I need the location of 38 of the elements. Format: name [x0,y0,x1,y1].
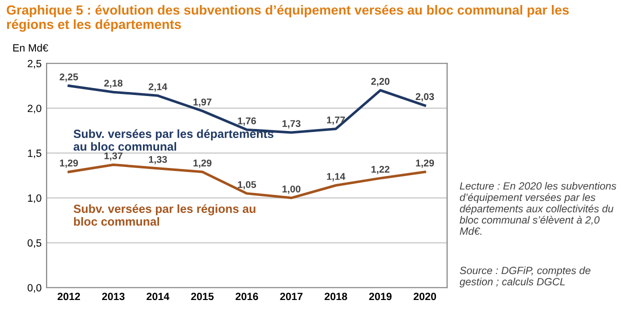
data-label: 1,97 [193,98,212,107]
x-tick-label: 2014 [146,292,170,300]
data-label: 2,14 [148,83,168,92]
y-tick-label: 2,0 [28,104,42,114]
y-axis-title: En Md€ [13,44,48,52]
data-label: 2,18 [104,80,122,88]
data-label: 1,05 [238,181,256,190]
series-label: Subv. versées par les départements au bloc communal [74,129,274,151]
x-tick-label: 2019 [369,292,392,300]
data-label: 2,20 [371,78,390,86]
data-label: 1,33 [148,156,167,164]
x-tick-label: 2017 [280,292,302,300]
data-label: 1,22 [372,166,390,174]
text: Lecture : En 2020 les subventions d’équipement versées par les départements aux collectivités du bloc communal s’élèvent à 2,0 Md€. [460,182,616,235]
x-tick-label: 2015 [191,292,214,300]
data-label: 1,29 [416,160,434,168]
y-tick-label: 0,0 [28,284,42,293]
y-tick-label: 1,5 [28,150,42,158]
data-label: 1,76 [238,117,256,126]
chart-title: Graphique 5 : évolution des subventions d’équipement versées au bloc communal par les régions et les départements [6,4,569,32]
data-label: 1,29 [193,160,212,168]
data-label: 2,25 [60,73,78,82]
data-label: 1,29 [60,160,78,168]
x-tick-label: 2020 [414,292,436,300]
series-label: Subv. versées par les régions au bloc communal [74,204,256,226]
data-label: 1,73 [282,120,300,128]
data-label: 1,37 [104,152,122,161]
x-tick-label: 2018 [324,292,348,300]
x-tick-label: 2013 [102,292,125,300]
y-tick-label: 0,5 [28,239,42,248]
y-tick-label: 2,5 [28,60,42,68]
data-label: 2,03 [416,93,434,102]
x-tick-label: 2016 [236,292,258,300]
data-label: 1,14 [327,173,346,182]
x-tick-label: 2012 [58,292,80,300]
source-note: Source : DGFiP, comptes de gestion ; calculs DGCL [460,266,590,288]
data-label: 1,00 [282,186,300,194]
y-tick-label: 1,0 [28,194,42,204]
